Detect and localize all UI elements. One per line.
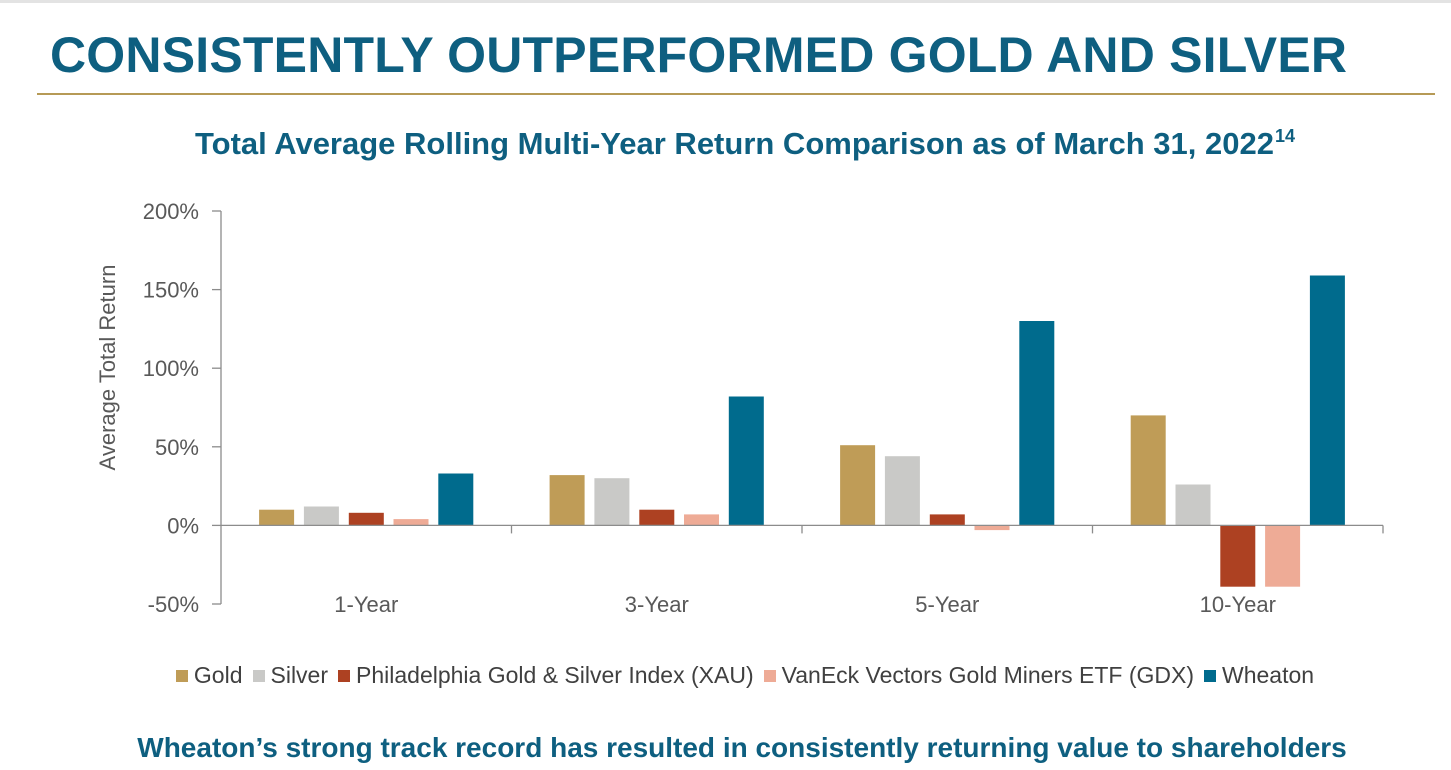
bar-silver-1-year (303, 506, 339, 526)
x-tick-label: 3-Year (625, 592, 689, 617)
bar-vaneck-vectors-gold-miners-etf-gdx-5-year (974, 525, 1010, 531)
bar-philadelphia-gold-silver-index-xau-3-year (639, 509, 675, 526)
legend-item: VanEck Vectors Gold Miners ETF (GDX) (763, 662, 1195, 689)
chart-title-footnote: 14 (1274, 126, 1295, 146)
chart-labels: 1-Year 3-Year 5-Year 10-Year 200% 150% 100% 50%… (95, 199, 1276, 617)
title-divider (37, 93, 1435, 95)
legend-item: Gold (175, 662, 243, 689)
legend-item: Philadelphia Gold & Silver Index (XAU) (338, 662, 754, 689)
legend-swatch (1204, 670, 1217, 682)
bar-vaneck-vectors-gold-miners-etf-gdx-10-year (1265, 525, 1301, 587)
chart-axes (212, 210, 1384, 605)
bar-silver-10-year (1175, 484, 1211, 526)
top-strip (0, 0, 1451, 3)
bar-wheaton-1-year (438, 473, 474, 526)
y-tick-label: 100% (143, 356, 199, 381)
y-tick-label: 0% (167, 513, 199, 538)
slide-title: CONSISTENTLY OUTPERFORMED GOLD AND SILVE… (50, 27, 1348, 83)
bar-vaneck-vectors-gold-miners-etf-gdx-1-year (393, 519, 429, 526)
legend-swatch (252, 670, 265, 682)
x-tick-label: 1-Year (334, 592, 398, 617)
y-tick-label: 200% (143, 199, 199, 224)
chart-title: Total Average Rolling Multi-Year Return … (0, 126, 1451, 162)
bar-vaneck-vectors-gold-miners-etf-gdx-3-year (684, 514, 719, 526)
bar-silver-3-year (594, 478, 630, 526)
bar-wheaton-3-year (728, 396, 764, 526)
y-axis-title: Average Total Return (95, 265, 120, 471)
chart-legend: Gold Silver Philadelphia Gold & Silver Ind… (0, 662, 1451, 689)
x-tick-label: 5-Year (915, 592, 979, 617)
bar-wheaton-10-year (1309, 275, 1345, 526)
y-tick-label: -50% (148, 592, 199, 617)
bar-philadelphia-gold-silver-index-xau-1-year (348, 512, 384, 526)
x-tick-label: 10-Year (1200, 592, 1276, 617)
bar-gold-1-year (259, 509, 295, 526)
y-tick-label: 150% (143, 278, 199, 303)
chart-title-text: Total Average Rolling Multi-Year Return … (195, 126, 1274, 161)
bar-silver-5-year (884, 456, 920, 526)
bar-chart: 1-Year 3-Year 5-Year 10-Year 200% 150% 100% 50%… (95, 199, 1384, 617)
legend-label: Wheaton (1222, 662, 1315, 688)
bar-philadelphia-gold-silver-index-xau-10-year (1220, 525, 1256, 587)
bar-philadelphia-gold-silver-index-xau-5-year (929, 514, 965, 526)
legend-label: VanEck Vectors Gold Miners ETF (GDX) (781, 662, 1195, 688)
legend-label: Silver (270, 662, 329, 688)
legend-item: Silver (252, 662, 329, 689)
y-tick-label: 50% (155, 435, 199, 460)
legend-swatch (338, 670, 351, 682)
bar-gold-5-year (840, 445, 876, 526)
footer-note: Wheaton’s strong track record has result… (137, 732, 1347, 763)
legend-item: Wheaton (1204, 662, 1314, 689)
bar-gold-3-year (549, 475, 585, 526)
legend-label: Gold (193, 662, 243, 688)
bar-group (259, 275, 1345, 587)
bar-wheaton-5-year (1019, 321, 1055, 526)
legend-swatch (175, 670, 188, 682)
bar-gold-10-year (1130, 415, 1166, 526)
legend-swatch (763, 670, 776, 682)
legend-label: Philadelphia Gold & Silver Index (XAU) (356, 662, 754, 688)
